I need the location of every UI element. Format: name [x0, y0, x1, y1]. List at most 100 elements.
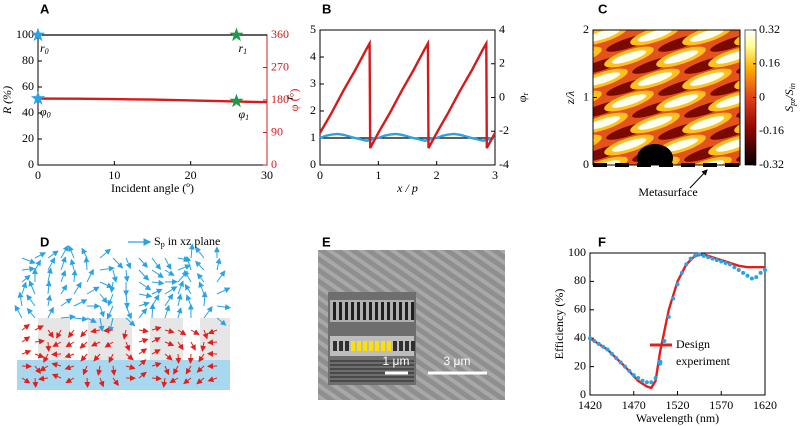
y-tick-label: 5: [310, 22, 316, 36]
data-point: [671, 296, 676, 301]
colorbar-label: Spz/Sin: [782, 83, 797, 112]
data-line: [589, 253, 765, 390]
y2-tick-label: -4: [499, 157, 509, 171]
y-axis-label: z/λ: [563, 91, 577, 105]
vector-arrow: [86, 286, 100, 295]
vector-arrow: [34, 352, 45, 359]
data-point: [636, 375, 641, 380]
vector-arrow: [151, 325, 162, 332]
vector-arrow: [203, 306, 213, 319]
data-line: [37, 97, 268, 104]
data-point: [693, 253, 697, 258]
vector-arrow: [81, 247, 88, 259]
panel-letter: F: [598, 234, 606, 249]
vector-arrow: [122, 329, 129, 340]
vector-arrow: [112, 257, 124, 269]
marker-label: r1: [238, 41, 247, 56]
vector-arrow: [112, 377, 119, 387]
vector-arrow: [164, 328, 175, 334]
vector-arrow: [151, 288, 163, 295]
inset-cell: [345, 341, 349, 351]
data-point: [666, 314, 671, 319]
vector-arrow: [64, 352, 75, 359]
y-tick-label: 0: [580, 387, 586, 401]
data-point: [719, 259, 724, 264]
vector-arrow: [34, 252, 46, 259]
inset-line: [330, 364, 414, 366]
vector-arrow: [90, 340, 101, 347]
star-marker: [229, 93, 244, 108]
heatmap-dark: [710, 78, 740, 96]
vector-arrow: [107, 293, 114, 307]
vector-arrow: [207, 328, 218, 335]
x-tick-label: 1: [375, 168, 381, 182]
vector-arrow: [51, 362, 62, 368]
vector-arrow: [69, 258, 76, 271]
heatmap-glow: [654, 0, 708, 28]
heatmap-bright: [611, 94, 647, 108]
vector-arrow: [60, 298, 73, 307]
vector-arrow: [177, 264, 191, 271]
scale-bar-label: 3 μm: [444, 354, 471, 368]
legend-label: experiment: [676, 354, 731, 368]
vector-arrow: [196, 273, 205, 283]
vector-arrow: [164, 353, 173, 361]
heatmap-bright: [689, 116, 725, 130]
heatmap-glow: [524, 64, 578, 93]
heatmap-bright: [533, 158, 570, 177]
vector-arrow: [98, 377, 105, 388]
data-point: [618, 360, 623, 365]
inset-line: [330, 380, 414, 382]
inset-bar: [387, 302, 390, 320]
colorbar-tick-label: -0.16: [759, 123, 784, 137]
text-part: r: [238, 41, 243, 55]
legend-marker: [657, 359, 663, 365]
y-axis-label: r: [282, 95, 296, 100]
vector-arrow: [151, 361, 162, 368]
vector-arrow: [32, 377, 39, 388]
star-marker: [229, 27, 244, 42]
vector-arrow: [96, 365, 103, 376]
vector-arrow: [45, 341, 52, 352]
x-tick-label: 20: [185, 168, 197, 182]
inset-cell: [411, 341, 415, 351]
text-part: S: [154, 234, 161, 248]
inset-cell: [369, 341, 373, 351]
heatmap-bright: [533, 114, 570, 133]
y-tick-label: 1: [310, 130, 316, 144]
x-tick-label: 2: [434, 168, 440, 182]
vector-arrow: [185, 365, 192, 375]
heatmap-bright: [593, 50, 595, 64]
vector-arrow: [151, 279, 165, 286]
legend-label: Sp in xz plane: [154, 234, 220, 249]
data-point: [653, 375, 658, 380]
y-tick-label: 100: [16, 27, 34, 41]
y2-tick-label: 270: [271, 59, 289, 73]
colorbar-tick-label: 0.16: [759, 56, 780, 70]
colorbar-tick-label: 0.32: [759, 22, 780, 36]
vector-arrow: [34, 259, 41, 271]
vector-arrow: [109, 281, 116, 293]
subscript: 1: [243, 47, 247, 56]
y-axis-label: Efficiency (%): [552, 289, 566, 360]
vector-arrow: [86, 317, 97, 323]
heatmap-dark: [710, 122, 740, 140]
data-point: [763, 268, 767, 273]
vector-arrow: [107, 317, 114, 333]
vector-arrow: [110, 365, 117, 376]
inset-bar: [357, 302, 360, 320]
inset-bar: [345, 302, 348, 320]
y2-axis-label: φr: [515, 92, 530, 102]
x-tick-label: 1570: [709, 398, 733, 412]
heatmap-dark: [710, 34, 740, 52]
y-tick-label: 60: [574, 302, 586, 316]
heatmap-glow: [550, 0, 604, 28]
vector-arrow: [124, 341, 131, 352]
heatmap-dark: [787, 53, 800, 77]
inset-cell: [387, 341, 391, 351]
y2-tick-label: 2: [499, 56, 505, 70]
vector-arrow: [14, 304, 23, 319]
vector-arrow: [201, 291, 208, 307]
vector-arrow: [125, 257, 132, 270]
vector-arrow: [177, 341, 184, 351]
